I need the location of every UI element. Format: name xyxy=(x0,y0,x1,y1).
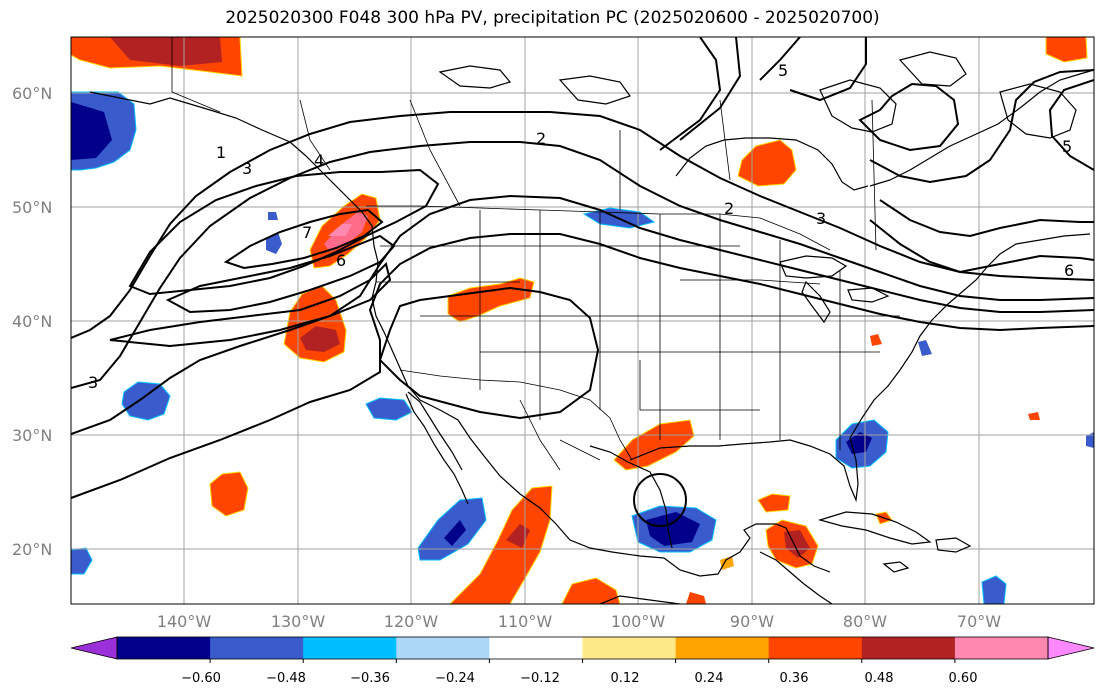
colorbar-tick-label: −0.60 xyxy=(181,671,221,686)
colorbar-extend-low xyxy=(70,636,118,660)
contour-label: 3 xyxy=(242,159,252,178)
contour-label: 3 xyxy=(88,373,98,392)
lon-label: 90°W xyxy=(730,612,774,631)
colorbar-ticks: −0.60 −0.48 −0.36 −0.24 −0.12 0.12 0.24 … xyxy=(181,671,977,686)
colorbar-segment xyxy=(675,637,770,659)
colorbar-segment xyxy=(303,637,397,659)
colorbar-tick-label: 0.36 xyxy=(780,671,809,686)
colorbar-tick-label: −0.24 xyxy=(435,671,475,686)
contour-label: 7 xyxy=(302,223,312,242)
contour-label: 2 xyxy=(536,129,546,148)
lon-label: 140°W xyxy=(157,612,212,631)
political-borders xyxy=(171,37,900,471)
pv-contours xyxy=(71,37,1094,527)
map-title: 2025020300 F048 300 hPa PV, precipitatio… xyxy=(225,8,880,28)
colorbar-segment xyxy=(768,637,863,659)
colorbar-tick-label: 0.12 xyxy=(611,671,640,686)
colorbar-tick-label: 0.48 xyxy=(865,671,894,686)
colorbar-segment xyxy=(396,637,490,659)
colorbar-tick-label: −0.36 xyxy=(350,671,390,686)
colorbar-segment xyxy=(582,637,677,659)
colorbar-segment xyxy=(861,637,956,659)
colorbar-segment xyxy=(489,637,583,659)
colorbar-segment xyxy=(954,637,1049,659)
colorbar-segment xyxy=(210,637,304,659)
contour-label: 4 xyxy=(314,151,324,170)
colorbar-segment xyxy=(117,637,211,659)
colorbar-tick-label: −0.12 xyxy=(520,671,560,686)
colorbar-tick-label: −0.48 xyxy=(266,671,306,686)
lat-label: 40°N xyxy=(12,312,52,331)
lon-label: 70°W xyxy=(957,612,1001,631)
map-frame xyxy=(70,36,1095,605)
contour-label: 2 xyxy=(724,199,734,218)
contour-label: 6 xyxy=(1064,261,1074,280)
colorbar-tick-label: 0.24 xyxy=(695,671,724,686)
lon-label: 80°W xyxy=(843,612,887,631)
contour-label: 3 xyxy=(816,209,826,228)
contour-label: 1 xyxy=(216,143,226,162)
lon-label: 110°W xyxy=(498,612,553,631)
contour-label: 6 xyxy=(336,251,346,270)
contour-label: 5 xyxy=(1062,137,1072,156)
colorbar: −0.60 −0.48 −0.36 −0.24 −0.12 0.12 0.24 … xyxy=(70,636,1095,686)
pv-contour-labels: 1 2 3 3 3 4 5 5 6 6 7 2 xyxy=(88,61,1074,392)
latitude-labels: 60°N 50°N 40°N 30°N 20°N xyxy=(12,84,52,559)
lon-label: 130°W xyxy=(271,612,326,631)
longitude-labels: 140°W 130°W 120°W 110°W 100°W 90°W 80°W … xyxy=(157,612,1001,631)
precip-shading xyxy=(71,37,1094,604)
colorbar-tick-label: 0.60 xyxy=(949,671,978,686)
colorbar-extend-high xyxy=(1047,636,1095,660)
graticule xyxy=(71,37,1094,604)
lon-label: 100°W xyxy=(611,612,666,631)
lat-label: 60°N xyxy=(12,84,52,103)
contour-label: 5 xyxy=(778,61,788,80)
lat-label: 50°N xyxy=(12,198,52,217)
lat-label: 30°N xyxy=(12,426,52,445)
lon-label: 120°W xyxy=(384,612,439,631)
lat-label: 20°N xyxy=(12,540,52,559)
colorbar-segments xyxy=(70,636,1095,663)
